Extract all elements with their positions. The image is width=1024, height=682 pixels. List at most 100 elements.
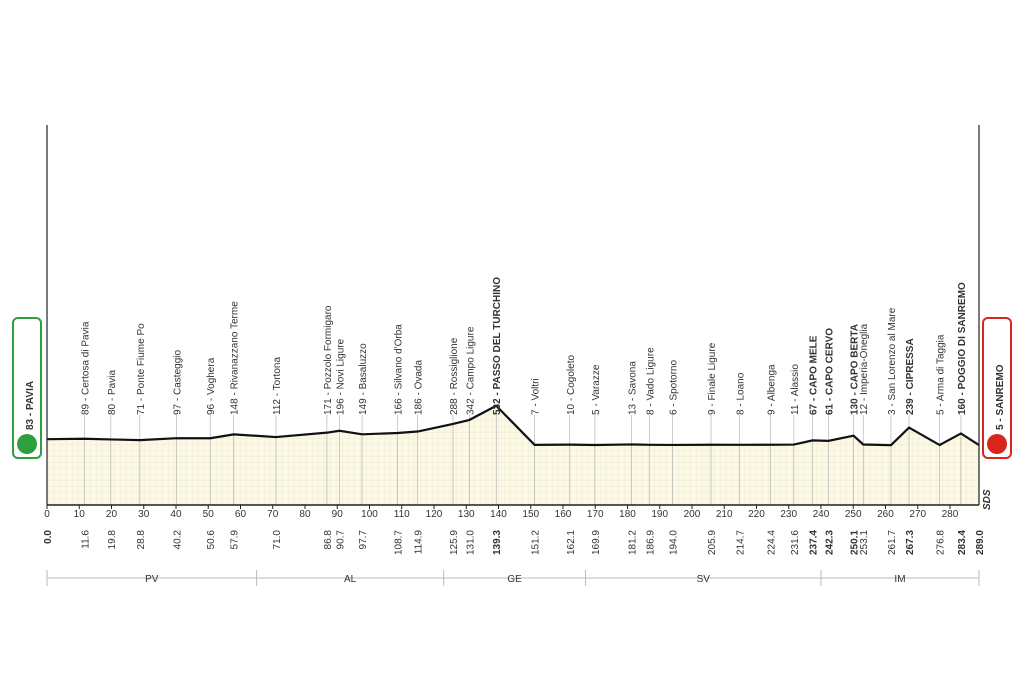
km-label: 261.7	[887, 530, 898, 555]
x-tick-label: 160	[555, 509, 572, 520]
finish-label: 5 - SANREMO	[995, 364, 1006, 430]
x-tick-label: 100	[361, 509, 378, 520]
x-tick-label: 90	[332, 509, 344, 520]
km-label: 50.6	[206, 530, 217, 550]
km-label: 224.4	[767, 530, 778, 555]
km-label: 19.8	[107, 530, 118, 550]
km-label: 214.7	[735, 530, 746, 555]
km-label: 11.6	[80, 530, 91, 549]
x-tick-label: 280	[942, 509, 959, 520]
waypoint-label: 171 - Pozzolo Formigaro	[323, 305, 334, 415]
region-label: SV	[697, 574, 711, 585]
waypoint-label: 288 - Rossiglione	[449, 337, 460, 415]
waypoint-label: 7 - Voltri	[531, 378, 542, 415]
waypoint-label: 160 - POGGIO DI SANREMO	[957, 282, 968, 415]
x-tick-label: 260	[877, 509, 894, 520]
km-label: 250.1	[850, 530, 861, 555]
km-label: 267.3	[905, 530, 916, 555]
x-tick-label: 120	[426, 509, 443, 520]
waypoint-label: 97 - Casteggio	[173, 350, 184, 415]
waypoint-label: 8 - Loano	[735, 372, 746, 415]
waypoint-label: 3 - San Lorenzo al Mare	[887, 307, 898, 415]
km-label: 289.0	[975, 530, 986, 555]
waypoint-label: 96 - Voghera	[206, 357, 217, 415]
waypoint-label: 9 - Albenga	[767, 364, 778, 415]
km-label: 151.2	[531, 530, 542, 555]
waypoint-label: 342 - Campo Ligure	[465, 326, 476, 415]
waypoint-label: 9 - Finale Ligure	[707, 342, 718, 415]
x-tick-label: 30	[138, 509, 150, 520]
start-label: 83 - PAVIA	[25, 381, 36, 430]
km-label: 86.8	[323, 530, 334, 550]
waypoint-label: 186 - Ovada	[414, 360, 425, 415]
logo: SDS	[982, 489, 993, 510]
km-label: 108.7	[394, 530, 405, 555]
waypoint-label: 89 - Certosa di Pavia	[80, 321, 91, 415]
x-tick-label: 70	[267, 509, 279, 520]
waypoint-label: 149 - Basaluzzo	[358, 343, 369, 415]
x-tick-label: 230	[780, 509, 797, 520]
waypoint-label: 10 - Cogoleto	[566, 355, 577, 415]
x-tick-label: 190	[651, 509, 668, 520]
box-icon	[17, 434, 37, 454]
km-label: 0.0	[43, 530, 54, 544]
waypoint-label: 71 - Ponte Fiume Po	[136, 323, 147, 415]
x-tick-label: 80	[299, 509, 311, 520]
profile-hatch	[47, 405, 979, 505]
waypoint-label: 532 - PASSO DEL TURCHINO	[492, 277, 503, 415]
finish-box	[982, 317, 1012, 459]
waypoint-label: 148 - Rivanazzano Terme	[230, 301, 241, 415]
x-tick-label: 250	[845, 509, 862, 520]
waypoint-label: 5 - Varazze	[591, 364, 602, 415]
start-box	[12, 317, 42, 459]
x-tick-label: 110	[394, 509, 410, 520]
km-label: 71.0	[272, 530, 283, 550]
waypoint-label: 11 - Alassio	[790, 364, 801, 415]
km-label: 169.9	[591, 530, 602, 555]
km-label: 253.1	[859, 530, 870, 555]
waypoint-label: 196 - Novi Ligure	[335, 338, 346, 415]
region-label: IM	[894, 574, 905, 585]
km-label: 194.0	[669, 530, 680, 555]
x-tick-label: 130	[458, 509, 475, 520]
waypoint-label: 166 - Silvano d'Orba	[394, 324, 405, 415]
waypoint-label: 12 - Imperia-Oneglia	[859, 323, 870, 415]
box-icon	[987, 434, 1007, 454]
km-label: 131.0	[465, 530, 476, 555]
x-tick-label: 40	[170, 509, 182, 520]
km-label: 125.9	[449, 530, 460, 555]
km-label: 97.7	[358, 530, 369, 550]
waypoint-label: 67 - CAPO MELE	[809, 335, 820, 415]
profile-line	[46, 404, 980, 447]
km-label: 276.8	[936, 530, 947, 555]
x-tick-label: 50	[203, 509, 215, 520]
x-tick-label: 200	[684, 509, 701, 520]
km-label: 114.9	[414, 530, 425, 555]
km-label: 237.4	[809, 530, 820, 555]
waypoint-label: 8 - Vado Ligure	[646, 347, 657, 415]
x-tick-label: 60	[235, 509, 247, 520]
region-label: PV	[145, 574, 159, 585]
region-label: AL	[344, 574, 357, 585]
km-label: 40.2	[173, 530, 184, 550]
x-tick-label: 210	[716, 509, 733, 520]
waypoint-label: 6 - Spotorno	[669, 360, 680, 415]
waypoint-label: 112 - Tortona	[272, 357, 283, 415]
x-tick-label: 10	[74, 509, 86, 520]
km-label: 242.3	[824, 530, 835, 555]
km-label: 181.2	[627, 530, 638, 555]
waypoint-label: 5 - Arma di Taggia	[936, 334, 947, 415]
x-tick-label: 270	[909, 509, 926, 520]
km-label: 90.7	[335, 530, 346, 550]
km-label: 205.9	[707, 530, 718, 555]
km-label: 231.6	[790, 530, 801, 555]
waypoint-label: 239 - CIPRESSA	[905, 338, 916, 415]
region-label: GE	[507, 574, 522, 585]
waypoint-label: 130 - CAPO BERTA	[850, 324, 861, 415]
km-label: 162.1	[566, 530, 577, 555]
x-tick-label: 220	[748, 509, 765, 520]
waypoint-label: 13 - Savona	[627, 361, 638, 415]
km-label: 139.3	[492, 530, 503, 555]
x-tick-label: 240	[813, 509, 830, 520]
